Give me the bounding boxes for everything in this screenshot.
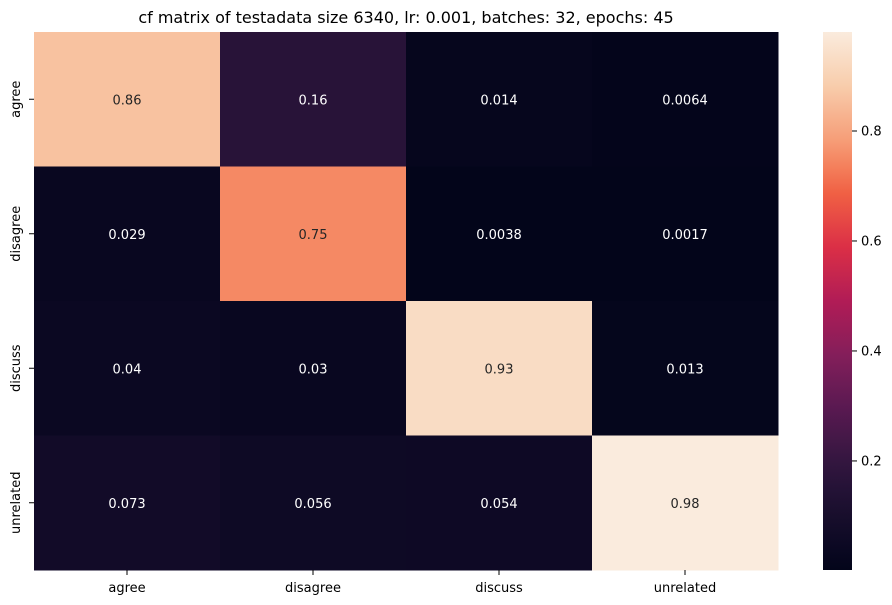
heatmap-cell bbox=[220, 301, 407, 436]
heatmap-cell bbox=[406, 435, 593, 571]
heatmap-cell bbox=[34, 301, 221, 436]
y-tick-label: disagree bbox=[9, 206, 24, 262]
heatmap-cell bbox=[220, 32, 407, 167]
y-axis: agree disagree discuss unrelated bbox=[9, 81, 34, 534]
heatmap-cells: 0.86 0.16 0.014 0.0064 0.029 0.75 0.0038 0.0017… bbox=[34, 32, 779, 571]
x-tick-label: unrelated bbox=[654, 581, 716, 596]
heatmap-cell bbox=[592, 166, 779, 302]
cell-value-label: 0.029 bbox=[108, 228, 145, 243]
colorbar-tick-label: 0.4 bbox=[861, 344, 882, 359]
colorbar-gradient bbox=[823, 32, 852, 570]
cell-value-label: 0.04 bbox=[113, 362, 142, 377]
cell-value-label: 0.0064 bbox=[662, 93, 708, 108]
cell-value-label: 0.014 bbox=[480, 93, 517, 108]
chart-title: cf matrix of testadata size 6340, lr: 0.… bbox=[138, 8, 673, 27]
cell-value-label: 0.16 bbox=[299, 93, 328, 108]
colorbar: 0.2 0.4 0.6 0.8 bbox=[823, 32, 882, 570]
cell-value-label: 0.75 bbox=[299, 228, 328, 243]
heatmap-cell bbox=[34, 435, 221, 571]
y-tick-label: discuss bbox=[9, 344, 24, 392]
y-tick-label: agree bbox=[9, 81, 24, 118]
heatmap-cell bbox=[34, 32, 221, 167]
x-tick-label: discuss bbox=[475, 581, 523, 596]
colorbar-tick-label: 0.6 bbox=[861, 234, 882, 249]
colorbar-tick-label: 0.8 bbox=[861, 124, 882, 139]
heatmap-cell bbox=[406, 301, 593, 436]
heatmap-cell bbox=[406, 166, 593, 302]
y-tick-label: unrelated bbox=[9, 472, 24, 534]
cell-value-label: 0.0017 bbox=[662, 228, 708, 243]
x-axis: agree disagree discuss unrelated bbox=[108, 570, 716, 596]
heatmap-cell bbox=[220, 166, 407, 302]
x-tick-label: disagree bbox=[285, 581, 341, 596]
heatmap-cell bbox=[592, 32, 779, 167]
cell-value-label: 0.013 bbox=[666, 362, 703, 377]
heatmap-cell bbox=[592, 301, 779, 436]
x-tick-label: agree bbox=[108, 581, 145, 596]
heatmap-cell bbox=[220, 435, 407, 571]
cell-value-label: 0.056 bbox=[294, 497, 331, 512]
cell-value-label: 0.03 bbox=[299, 362, 328, 377]
cell-value-label: 0.054 bbox=[480, 497, 517, 512]
heatmap-cell bbox=[34, 166, 221, 302]
colorbar-tick-label: 0.2 bbox=[861, 454, 882, 469]
heatmap-cell bbox=[592, 435, 779, 571]
cell-value-label: 0.93 bbox=[485, 362, 514, 377]
cell-value-label: 0.073 bbox=[108, 497, 145, 512]
cell-value-label: 0.98 bbox=[671, 497, 700, 512]
cell-value-label: 0.86 bbox=[113, 93, 142, 108]
heatmap-cell bbox=[406, 32, 593, 167]
cell-value-label: 0.0038 bbox=[476, 228, 522, 243]
